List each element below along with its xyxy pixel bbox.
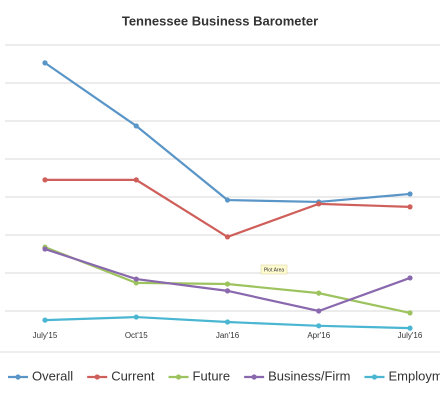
x-tick-label: July'15	[33, 331, 58, 340]
chart-title: Tennessee Business Barometer	[122, 13, 318, 28]
series-line	[44, 246, 411, 314]
data-point	[316, 290, 322, 296]
legend-dot	[251, 374, 257, 380]
data-point	[133, 123, 139, 129]
legend-label: Employment	[388, 368, 440, 383]
data-point	[224, 288, 231, 294]
annotation-box	[260, 264, 288, 275]
x-tick-label: July'16	[398, 331, 423, 340]
annotation-text: Plot Area	[264, 267, 285, 273]
data-point	[316, 201, 322, 207]
data-point	[42, 177, 48, 183]
data-point	[407, 325, 413, 331]
legend-dot	[94, 374, 100, 380]
x-tick-label: Jan'16	[216, 331, 240, 340]
legend-label: Business/Firm	[268, 368, 350, 383]
series-line	[45, 178, 411, 239]
data-point	[224, 319, 231, 325]
data-point	[42, 60, 48, 66]
data-point	[224, 281, 231, 287]
data-point	[407, 191, 413, 197]
x-tick-label: Oct'15	[125, 331, 148, 340]
data-point	[407, 275, 413, 281]
legend-dot	[371, 374, 378, 380]
data-point	[407, 204, 413, 210]
series-line	[44, 61, 411, 204]
legend-label: Current	[111, 368, 155, 383]
annotation: Plot Area	[260, 264, 288, 275]
legend-label: Overall	[32, 368, 73, 383]
data-point	[42, 246, 48, 252]
legend-label: Future	[193, 368, 231, 383]
data-point	[133, 280, 139, 286]
data-point	[133, 314, 139, 320]
data-point	[316, 308, 322, 314]
data-point	[224, 234, 231, 240]
data-point	[133, 276, 139, 282]
data-point	[42, 317, 48, 323]
legend-dot	[175, 374, 182, 380]
data-point	[316, 323, 322, 329]
data-point	[224, 197, 231, 203]
data-point	[133, 177, 139, 183]
legend-dot	[15, 374, 21, 380]
x-tick-label: Apr'16	[307, 331, 330, 340]
data-point	[407, 310, 413, 316]
